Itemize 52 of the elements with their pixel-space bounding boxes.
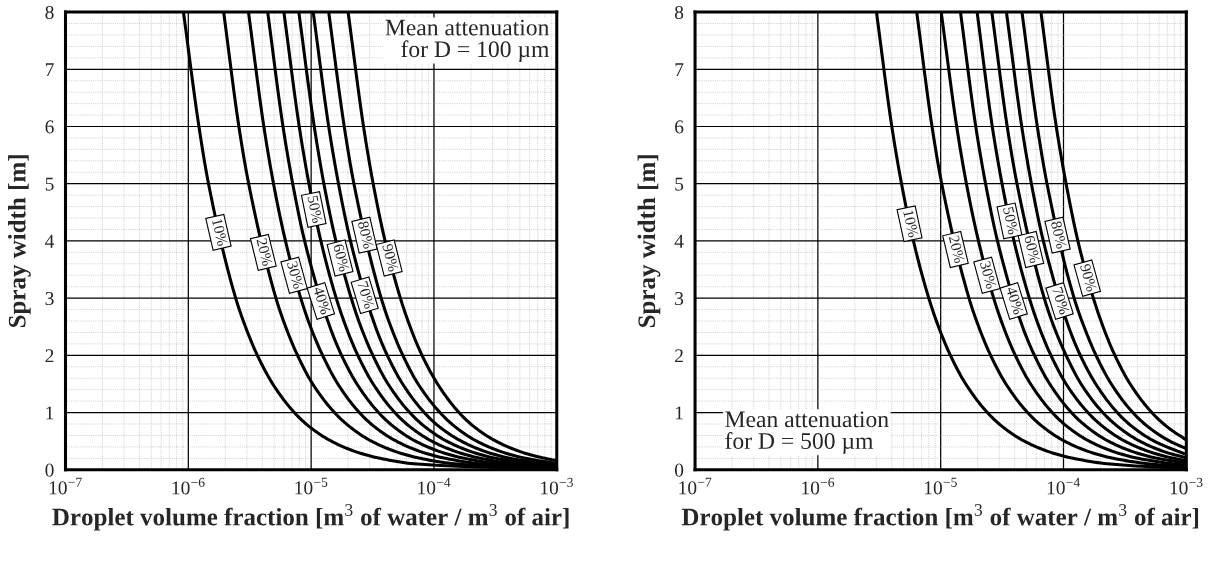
annotation: 80% [1050, 220, 1067, 250]
annotation: 50% [1002, 206, 1019, 235]
annotation: Mean attenuation for D = 100 µm [385, 19, 550, 62]
y-tick-label: 5 [45, 177, 54, 191]
y-tick-label: 6 [45, 120, 54, 134]
y-tick-label: 4 [45, 234, 55, 248]
y-tick-label: 2 [675, 349, 683, 363]
annotation: 90% [382, 243, 399, 273]
annotation: 40% [1005, 285, 1024, 316]
annotation: 20% [948, 235, 965, 264]
y-tick-label: 8 [674, 5, 684, 20]
y-axis-title: Spray width [m] [8, 155, 31, 328]
x-axis-title: Droplet volume fraction [m$^{3}$ of water / m$^{3}$ of air] [681, 504, 1199, 531]
x-tick-label: 10$^{−4}$ [1047, 477, 1080, 495]
y-tick-label: 1 [46, 406, 54, 420]
y-tick-label: 4 [674, 234, 684, 248]
x-tick-label: 10$^{−7}$ [679, 477, 712, 495]
annotation: 20% [256, 237, 273, 267]
x-tick-label: 10$^{−7}$ [49, 477, 82, 495]
annotation: 30% [979, 260, 997, 290]
annotation: 90% [1079, 263, 1098, 293]
y-tick-label: 0 [45, 463, 54, 477]
annotation: 10% [211, 218, 228, 247]
x-tick-label: 10$^{−6}$ [172, 477, 205, 495]
y-tick-label: 7 [45, 63, 54, 77]
y-axis-title: Spray width [m] [637, 155, 661, 328]
annotation: 30% [286, 260, 304, 290]
y-tick-label: 7 [675, 63, 684, 77]
annotation: 80% [357, 220, 374, 250]
y-tick-label: 3 [45, 292, 54, 306]
annotation: 70% [1051, 286, 1070, 316]
y-tick-label: 3 [675, 292, 684, 306]
x-tick-label: 10$^{−4}$ [418, 477, 451, 495]
x-tick-label: 10$^{−5}$ [295, 477, 328, 495]
x-tick-label: 10$^{−3}$ [1170, 477, 1203, 495]
y-tick-label: 6 [675, 120, 684, 134]
y-tick-label: 0 [674, 463, 684, 477]
x-tick-label: 10$^{−3}$ [541, 477, 573, 495]
x-tick-label: 10$^{−6}$ [802, 477, 835, 495]
annotation: 60% [333, 243, 350, 273]
y-tick-label: 2 [45, 349, 54, 363]
y-tick-label: 1 [675, 406, 683, 420]
annotation: Mean attenuation for D = 500 µm [725, 411, 889, 454]
y-tick-label: 8 [45, 5, 54, 20]
x-tick-label: 10$^{−5}$ [924, 477, 957, 495]
annotation: 70% [357, 280, 375, 310]
annotation: 10% [903, 210, 919, 238]
y-tick-label: 5 [675, 177, 684, 191]
x-axis-title: Droplet volume fraction [m$^{3}$ of water / m$^{3}$ of air] [52, 504, 569, 531]
annotation: 40% [313, 285, 332, 316]
annotation: 50% [307, 195, 323, 224]
annotation: 60% [1024, 235, 1041, 264]
